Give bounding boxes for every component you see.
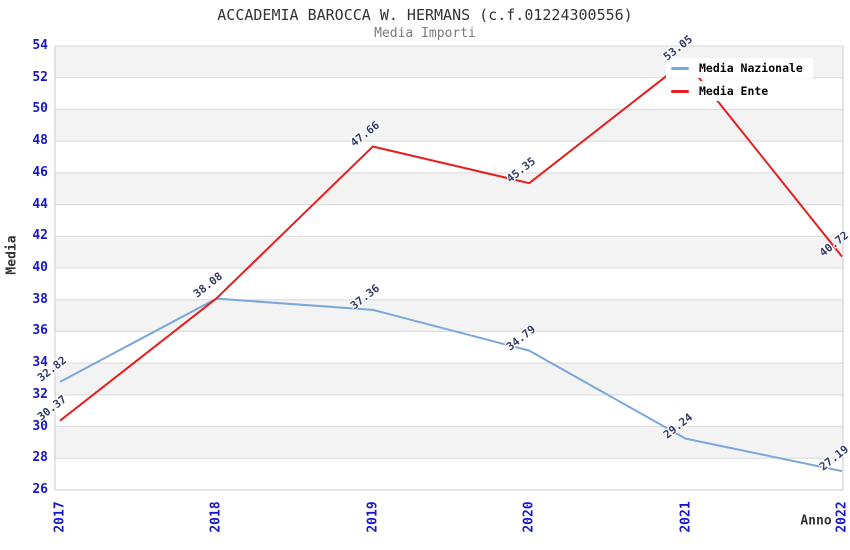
legend-label-media-nazionale: Media Nazionale — [699, 61, 803, 75]
x-tick-label: 2021 — [678, 501, 694, 533]
plot-band — [55, 109, 843, 142]
plot-band — [55, 363, 843, 395]
x-tick-label: 2018 — [208, 501, 224, 533]
y-tick-label: 46 — [32, 164, 48, 180]
x-axis-title: Anno — [800, 513, 832, 529]
y-tick-label: 30 — [32, 418, 48, 434]
x-tick-label: 2020 — [521, 501, 537, 533]
y-tick-label: 54 — [32, 38, 48, 53]
y-tick-label: 44 — [32, 196, 48, 212]
chart-title: ACCADEMIA BAROCCA W. HERMANS (c.f.012243… — [217, 6, 633, 24]
plot-band — [55, 299, 843, 332]
x-tick-label: 2022 — [834, 501, 850, 533]
y-tick-label: 40 — [32, 260, 48, 275]
chart-subtitle: Media Importi — [374, 26, 476, 41]
line-media-nazionale — [59, 297, 843, 473]
legend-item-media-ente: Media Ente — [666, 81, 779, 101]
y-tick-label: 26 — [32, 482, 48, 497]
y-tick-label: 34 — [32, 355, 48, 371]
media-nazionale-line-swatch — [671, 66, 689, 70]
y-tick-label: 42 — [32, 228, 48, 244]
y-tick-label: 32 — [32, 386, 48, 402]
plot-band — [55, 236, 843, 268]
y-tick-label: 36 — [32, 323, 48, 339]
y-tick-label: 48 — [32, 133, 48, 149]
media-ente-line-swatch — [671, 89, 689, 93]
legend-item-media-nazionale: Media Nazionale — [666, 58, 813, 78]
legend: Media Nazionale Media Ente — [666, 58, 813, 101]
x-tick-label: 2017 — [52, 501, 68, 533]
x-tick-label: 2019 — [365, 501, 381, 533]
y-tick-label: 28 — [32, 450, 48, 466]
y-tick-label: 50 — [32, 101, 48, 117]
plot-band — [55, 172, 843, 205]
y-tick-label: 38 — [32, 291, 48, 307]
legend-label-media-ente: Media Ente — [699, 84, 769, 98]
plot-band — [55, 426, 843, 459]
y-tick-label: 52 — [32, 69, 48, 85]
